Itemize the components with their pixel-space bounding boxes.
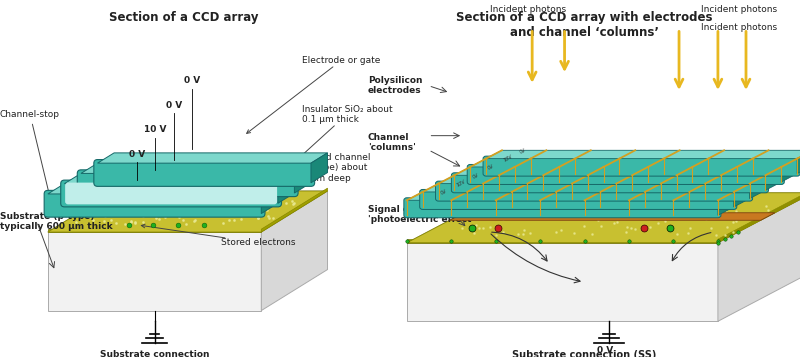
Text: 0 V: 0 V [129,150,146,159]
Polygon shape [407,193,800,243]
Text: 10V: 10V [455,179,466,188]
Polygon shape [48,183,278,194]
Text: 10V: 10V [503,154,514,163]
Polygon shape [718,192,734,215]
Text: 0 V: 0 V [184,76,200,85]
Text: Channel-stop: Channel-stop [0,110,60,200]
Polygon shape [797,150,800,174]
Polygon shape [262,183,278,213]
Polygon shape [486,150,800,159]
Text: 0V: 0V [471,172,479,180]
Text: 10 V: 10 V [144,125,166,134]
Polygon shape [718,189,800,243]
Polygon shape [782,159,797,182]
Polygon shape [422,183,750,192]
Polygon shape [407,239,718,243]
FancyBboxPatch shape [451,173,769,193]
Text: Section of a CCD array: Section of a CCD array [110,11,258,24]
FancyBboxPatch shape [78,170,298,197]
Polygon shape [454,167,782,175]
Polygon shape [262,191,327,311]
Polygon shape [48,191,327,232]
Polygon shape [48,229,262,232]
Polygon shape [766,167,782,190]
FancyBboxPatch shape [94,160,314,186]
Text: Electrode or gate: Electrode or gate [246,56,380,134]
Text: 0 V: 0 V [597,346,613,355]
Polygon shape [734,183,750,207]
FancyBboxPatch shape [65,183,277,204]
Text: 0V: 0V [440,188,448,196]
Polygon shape [450,213,775,220]
FancyBboxPatch shape [467,165,784,185]
Polygon shape [48,191,327,232]
Polygon shape [470,159,797,167]
Text: Substrate connection
SS 0V (ground): Substrate connection SS 0V (ground) [100,350,210,357]
Polygon shape [48,232,262,311]
Polygon shape [750,175,766,198]
Polygon shape [311,153,327,183]
Text: Signal generation by the
'photoelectric effect': Signal generation by the 'photoelectric … [368,205,494,224]
Polygon shape [64,174,294,183]
Text: Incident photons: Incident photons [701,5,777,14]
Polygon shape [98,153,327,163]
FancyBboxPatch shape [44,190,265,217]
Polygon shape [71,189,298,197]
Polygon shape [718,193,800,321]
FancyBboxPatch shape [404,198,721,218]
Polygon shape [278,174,294,203]
Text: Polysilicon
electrodes: Polysilicon electrodes [368,76,422,95]
Text: 0V: 0V [487,164,495,171]
Text: Section of a CCD array with electrodes
and channel ‘columns’: Section of a CCD array with electrodes a… [456,11,712,39]
Text: Channel
'columns': Channel 'columns' [368,133,416,152]
Polygon shape [81,163,311,174]
Text: Incident photons: Incident photons [701,23,777,32]
Text: Substrate (p-type)
typically 600 μm thick: Substrate (p-type) typically 600 μm thic… [0,212,113,231]
Text: Buried channel
(n-type) about
1 μm deep: Buried channel (n-type) about 1 μm deep [253,153,370,216]
FancyBboxPatch shape [435,181,753,201]
FancyBboxPatch shape [61,180,282,207]
Polygon shape [294,163,311,193]
Text: Incident photons: Incident photons [490,5,566,14]
Polygon shape [407,192,734,200]
Text: Stored electrons: Stored electrons [142,224,295,247]
Text: Insulator SiO₂ about
0.1 μm thick: Insulator SiO₂ about 0.1 μm thick [266,105,392,188]
Text: Substrate connection (SS): Substrate connection (SS) [512,350,656,357]
FancyBboxPatch shape [483,156,800,176]
Polygon shape [407,193,800,243]
Polygon shape [407,243,718,321]
Polygon shape [262,188,327,232]
FancyBboxPatch shape [420,190,737,210]
Text: 0 V: 0 V [166,101,182,110]
Text: 0V: 0V [519,147,527,155]
Polygon shape [438,175,766,183]
